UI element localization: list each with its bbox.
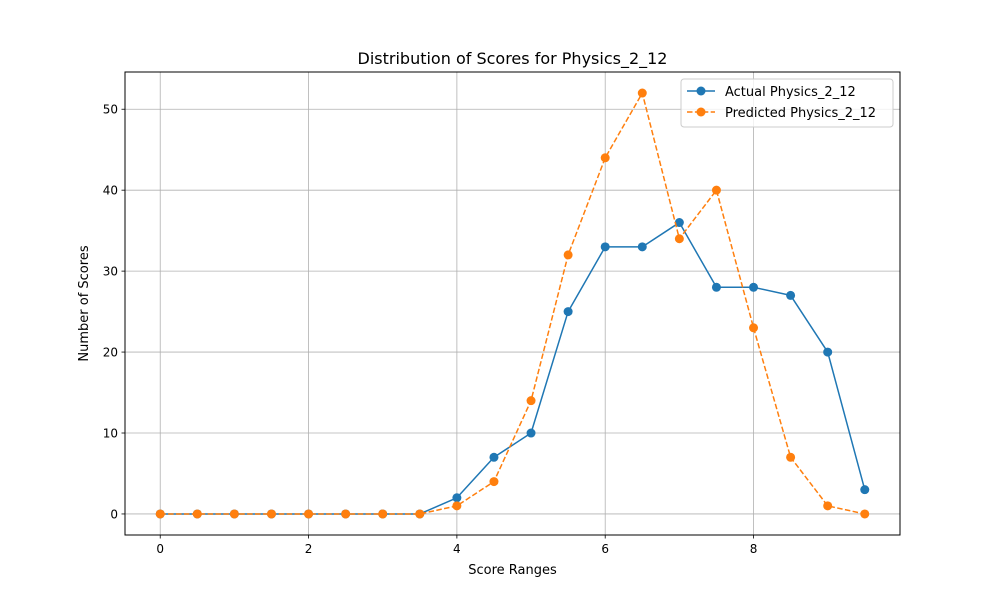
x-tick-label: 8: [750, 542, 758, 556]
data-point-actual-physics-2-12: [823, 347, 833, 357]
x-axis-ticks: 0 2 4 6 8: [156, 535, 757, 556]
plot-area-frame: [124, 71, 901, 536]
y-tick-label: 50: [103, 103, 118, 117]
grid: [125, 72, 900, 535]
series-layer: [155, 88, 870, 519]
x-tick-label: 0: [156, 542, 164, 556]
data-point-predicted-physics-2-12: [823, 501, 833, 511]
x-tick-label: 6: [601, 542, 609, 556]
data-point-predicted-physics-2-12: [563, 250, 573, 260]
data-point-actual-physics-2-12: [526, 428, 536, 438]
y-tick-label: 40: [103, 184, 118, 198]
data-point-predicted-physics-2-12: [637, 88, 647, 98]
y-axis-label: Number of Scores: [77, 245, 92, 361]
chart-title: Distribution of Scores for Physics_2_12: [358, 49, 668, 69]
legend-label-actual: Actual Physics_2_12: [725, 85, 856, 100]
data-point-predicted-physics-2-12: [229, 509, 239, 519]
data-point-actual-physics-2-12: [786, 290, 796, 300]
data-point-predicted-physics-2-12: [452, 501, 462, 511]
data-point-predicted-physics-2-12: [378, 509, 388, 519]
legend-marker-actual: [696, 86, 706, 96]
data-point-actual-physics-2-12: [563, 307, 573, 317]
data-point-actual-physics-2-12: [749, 282, 759, 292]
legend-box: [680, 78, 894, 128]
y-tick-label: 0: [110, 507, 118, 521]
series-line-predicted-physics-2-12: [160, 92, 865, 515]
y-tick-label: 20: [103, 346, 118, 360]
data-point-predicted-physics-2-12: [786, 452, 796, 462]
data-point-actual-physics-2-12: [860, 485, 870, 495]
data-point-predicted-physics-2-12: [749, 323, 759, 333]
data-point-predicted-physics-2-12: [526, 396, 536, 406]
data-point-predicted-physics-2-12: [266, 509, 276, 519]
data-point-predicted-physics-2-12: [155, 509, 165, 519]
data-point-actual-physics-2-12: [637, 242, 647, 252]
data-point-predicted-physics-2-12: [304, 509, 314, 519]
data-point-predicted-physics-2-12: [711, 185, 721, 195]
x-tick-label: 4: [453, 542, 461, 556]
data-point-actual-physics-2-12: [674, 218, 684, 228]
data-point-predicted-physics-2-12: [600, 153, 610, 163]
data-point-predicted-physics-2-12: [415, 509, 425, 519]
x-axis-label: Score Ranges: [468, 563, 557, 578]
data-point-actual-physics-2-12: [711, 282, 721, 292]
x-tick-label: 2: [305, 542, 313, 556]
data-point-predicted-physics-2-12: [192, 509, 202, 519]
data-point-actual-physics-2-12: [452, 493, 462, 503]
data-point-predicted-physics-2-12: [341, 509, 351, 519]
y-tick-label: 30: [103, 265, 118, 279]
data-point-actual-physics-2-12: [600, 242, 610, 252]
data-point-actual-physics-2-12: [489, 452, 499, 462]
data-point-predicted-physics-2-12: [489, 477, 499, 487]
y-tick-label: 10: [103, 427, 118, 441]
data-point-predicted-physics-2-12: [674, 234, 684, 244]
series-line-actual-physics-2-12: [160, 221, 866, 515]
data-point-predicted-physics-2-12: [860, 509, 870, 519]
legend-label-predicted: Predicted Physics_2_12: [725, 106, 876, 121]
legend-marker-predicted: [696, 107, 706, 117]
y-axis-ticks: 0 10 20 30 40 50: [103, 103, 125, 521]
legend: Actual Physics_2_12 Predicted Physics_2_…: [680, 78, 894, 128]
